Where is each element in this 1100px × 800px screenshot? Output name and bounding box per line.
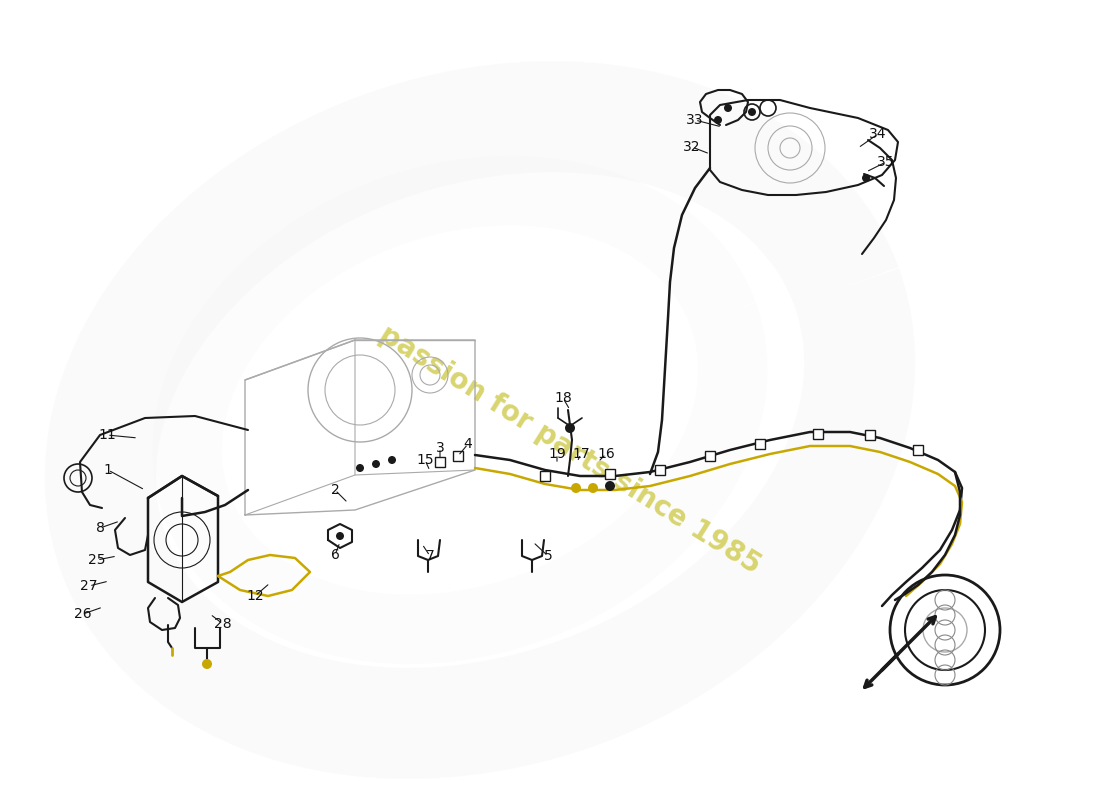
Text: 4: 4 — [463, 437, 472, 451]
Text: 35: 35 — [878, 155, 894, 169]
Text: 16: 16 — [597, 447, 615, 461]
Text: 2: 2 — [331, 483, 340, 497]
Circle shape — [862, 174, 870, 182]
Bar — [705, 451, 715, 461]
Text: 11: 11 — [98, 428, 116, 442]
Bar — [913, 445, 923, 455]
Text: 19: 19 — [548, 447, 565, 461]
Text: 3: 3 — [436, 441, 444, 455]
Circle shape — [714, 116, 722, 124]
Text: 18: 18 — [554, 391, 572, 405]
Circle shape — [356, 464, 364, 472]
Bar — [605, 469, 615, 479]
Text: passion for parts since 1985: passion for parts since 1985 — [374, 320, 766, 580]
Bar — [453, 451, 463, 461]
Circle shape — [202, 659, 212, 669]
Bar — [813, 429, 823, 439]
Bar — [865, 430, 874, 440]
Bar — [755, 439, 764, 449]
Text: 27: 27 — [80, 579, 98, 593]
Circle shape — [748, 108, 756, 116]
Text: 8: 8 — [96, 521, 104, 535]
Circle shape — [571, 483, 581, 493]
Bar — [540, 471, 550, 481]
Text: 34: 34 — [869, 127, 887, 141]
Text: 15: 15 — [416, 453, 433, 467]
Circle shape — [588, 483, 598, 493]
Bar — [434, 457, 446, 467]
Circle shape — [372, 460, 379, 468]
Text: 12: 12 — [246, 589, 264, 603]
Text: 7: 7 — [426, 549, 434, 563]
Text: 17: 17 — [572, 447, 590, 461]
Circle shape — [724, 104, 732, 112]
Text: 33: 33 — [686, 113, 704, 127]
Text: 5: 5 — [543, 549, 552, 563]
Circle shape — [336, 532, 344, 540]
Circle shape — [605, 481, 615, 491]
Bar — [654, 465, 666, 475]
Text: 26: 26 — [74, 607, 91, 621]
Text: 6: 6 — [331, 548, 340, 562]
Circle shape — [388, 456, 396, 464]
Text: 32: 32 — [683, 140, 701, 154]
Text: 25: 25 — [88, 553, 106, 567]
Text: 28: 28 — [214, 617, 232, 631]
Circle shape — [565, 423, 575, 433]
Text: 1: 1 — [103, 463, 112, 477]
